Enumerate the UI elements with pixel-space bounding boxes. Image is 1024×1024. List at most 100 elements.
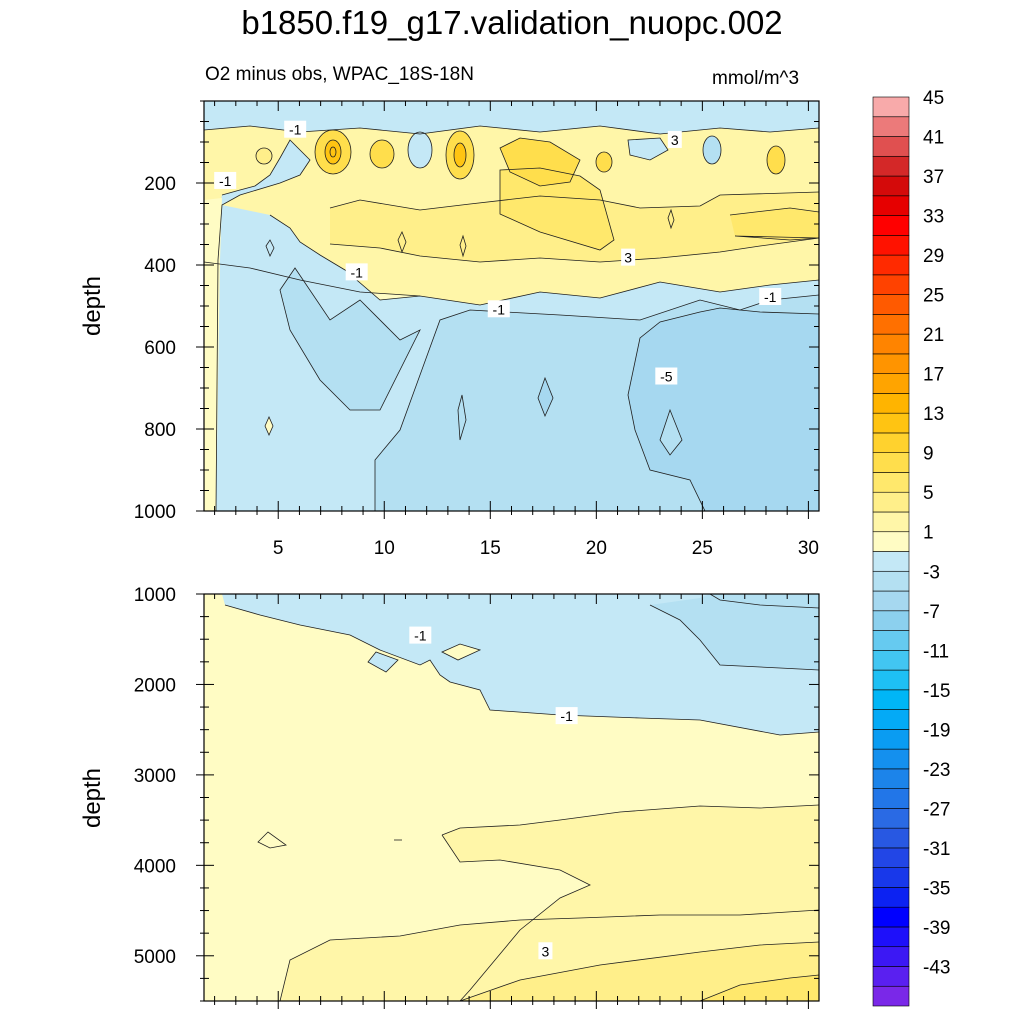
- contour-label-box: [555, 707, 578, 725]
- colorbar-swatch: [872, 946, 910, 967]
- colorbar-label: 21: [923, 325, 944, 346]
- chart-subtitle: O2 minus obs, WPAC_18S-18N: [205, 64, 474, 85]
- lower-x-ticks: [214, 594, 809, 1009]
- colorbar-label: -19: [923, 720, 950, 741]
- colorbar-swatch: [872, 808, 910, 829]
- contour-label: -5: [660, 369, 673, 385]
- colorbar-swatch: [872, 432, 910, 453]
- colorbar-label: -31: [923, 839, 950, 860]
- upper-fill-m3-diamond: [660, 410, 682, 455]
- contour-label: 3: [624, 250, 632, 266]
- colorbar-swatch: [872, 412, 910, 434]
- upper-fill-blob-6: [767, 146, 785, 174]
- chart-title: b1850.f19_g17.validation_nuopc.002: [241, 4, 783, 41]
- contour-label-box: [538, 942, 553, 960]
- x-tick-label: 5: [273, 538, 284, 559]
- contour-label: -1: [764, 289, 777, 305]
- y-tick-label: 2000: [134, 675, 176, 696]
- colorbar-swatch: [872, 729, 910, 750]
- colorbar-swatch: [872, 966, 910, 987]
- colorbar-swatch: [872, 748, 910, 770]
- upper-fill-patch-b: [730, 208, 819, 240]
- colorbar-swatch: [872, 906, 910, 928]
- colorbar-label: -7: [923, 602, 940, 623]
- y-tick-label: 4000: [134, 856, 176, 877]
- colorbar-label: -15: [923, 681, 950, 702]
- colorbar-label: -35: [923, 878, 950, 899]
- colorbar-swatch: [872, 827, 910, 849]
- lower-fill-band-5: [460, 942, 819, 1001]
- lower-panel: 1000 2000 3000 4000 5000 -1 -1 3 depth: [79, 585, 820, 1009]
- y-tick-label: 5000: [134, 947, 176, 968]
- contour-label: -1: [493, 301, 506, 317]
- colorbar-swatch: [872, 195, 910, 216]
- colorbar-label: -11: [923, 641, 949, 662]
- upper-fill-m5: [628, 308, 819, 511]
- contour-label: -1: [414, 628, 427, 644]
- lower-fill: [204, 594, 819, 1001]
- contour-label-box: [214, 171, 237, 189]
- colorbar-label: 37: [923, 167, 944, 188]
- colorbar-label: 9: [923, 444, 934, 465]
- contour-label: -1: [560, 708, 573, 724]
- lower-y-axis-title: depth: [79, 768, 106, 828]
- x-tick-label: 15: [480, 538, 501, 559]
- upper-x-ticks: 5 10 15 20 25 30: [214, 101, 819, 559]
- colorbar-swatch: [872, 887, 910, 908]
- contour-label-box: [759, 287, 782, 305]
- contour-label: -1: [350, 264, 363, 280]
- x-tick-label: 30: [798, 538, 819, 559]
- lower-fill-band-7: [700, 975, 819, 1001]
- contour-label-box: [409, 626, 432, 644]
- colorbar-swatch: [872, 215, 910, 236]
- colorbar-label: -3: [923, 562, 940, 583]
- colorbar: [872, 96, 910, 1007]
- colorbar-swatch: [872, 274, 910, 295]
- colorbar-label: 17: [923, 365, 944, 386]
- colorbar-swatch: [872, 155, 910, 177]
- upper-fill-m3-a: [280, 268, 420, 410]
- upper-y-axis-title: depth: [79, 276, 106, 336]
- contour-label: 3: [671, 132, 679, 148]
- y-tick-label: 800: [144, 420, 176, 441]
- upper-fill-blue-blob-3: [628, 138, 668, 160]
- colorbar-label: 41: [923, 128, 944, 149]
- x-tick-label: 20: [586, 538, 607, 559]
- upper-fill-blue-blob-2: [703, 136, 721, 164]
- colorbar-swatch: [872, 689, 910, 710]
- colorbar-swatch: [872, 788, 910, 809]
- colorbar-label: -39: [923, 918, 950, 939]
- colorbar-label: 1: [923, 523, 934, 544]
- colorbar-swatch: [872, 491, 910, 513]
- upper-contour-labels: -1 -1 3 -1 3 -1 -1 -5: [214, 120, 782, 385]
- contour-label-box: [655, 367, 678, 385]
- colorbar-swatch: [872, 867, 910, 888]
- colorbar-swatch: [872, 590, 910, 612]
- upper-fill-blob-2-core: [325, 140, 341, 164]
- colorbar-swatch: [872, 333, 910, 355]
- colorbar-label: 25: [923, 286, 944, 307]
- lower-contours: [224, 594, 819, 1001]
- x-tick-label: 10: [374, 538, 395, 559]
- y-tick-label: 3000: [134, 766, 176, 787]
- contour-label: 3: [542, 943, 550, 959]
- colorbar-swatch: [872, 531, 910, 552]
- colorbar-swatch: [872, 768, 910, 789]
- colorbar-label: -43: [923, 957, 950, 978]
- colorbar-swatch: [872, 709, 910, 730]
- upper-fill-blob-4: [370, 140, 394, 168]
- colorbar-swatch: [872, 472, 910, 493]
- contour-label-box: [487, 300, 510, 318]
- upper-fill-blob-1: [500, 138, 580, 186]
- colorbar-swatch: [872, 570, 910, 592]
- colorbar-label: 13: [923, 404, 944, 425]
- colorbar-swatch: [872, 116, 910, 137]
- colorbar-label: 29: [923, 246, 944, 267]
- colorbar-swatch: [872, 254, 910, 276]
- contour-label-box: [621, 248, 636, 266]
- colorbar-label: 33: [923, 207, 944, 228]
- upper-fill-surface-blue: [204, 101, 819, 134]
- colorbar-swatch: [872, 373, 910, 394]
